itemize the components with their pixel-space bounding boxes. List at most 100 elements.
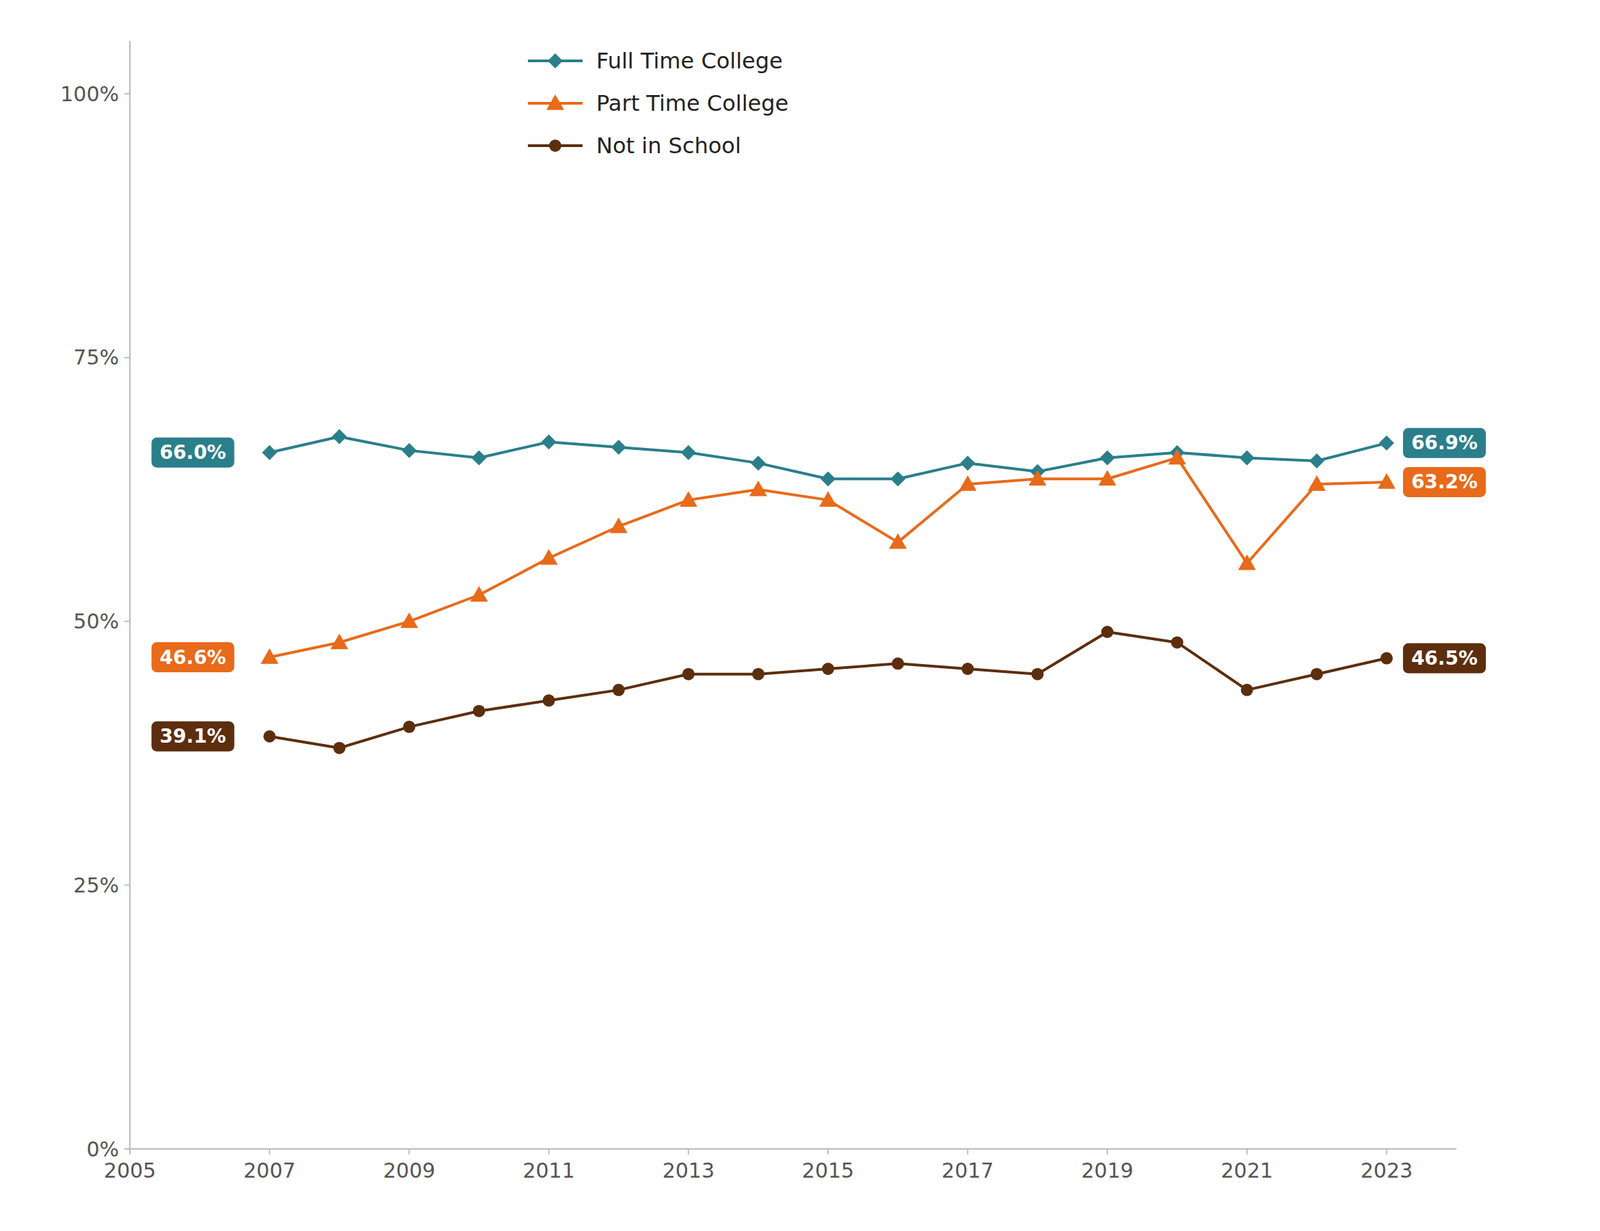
label-text: 66.0% <box>160 441 227 464</box>
label-text: 39.1% <box>160 724 227 748</box>
point-marker <box>820 471 836 487</box>
point-marker <box>1171 635 1184 649</box>
point-marker <box>749 480 768 497</box>
y-tick-label: 0% <box>86 1137 119 1162</box>
point-marker <box>888 533 907 550</box>
point-marker <box>263 730 276 743</box>
point-marker <box>401 443 417 459</box>
legend-item: Not in School <box>527 132 742 159</box>
point-marker <box>1099 449 1115 465</box>
point-marker <box>1239 449 1255 465</box>
x-tick <box>268 1148 271 1155</box>
legend-label: Not in School <box>596 132 742 159</box>
point-marker <box>330 633 349 649</box>
y-tick-label: 100% <box>60 82 119 106</box>
point-marker <box>679 490 698 507</box>
point-marker <box>681 445 697 461</box>
series <box>261 429 1395 487</box>
point-marker <box>961 662 974 675</box>
x-tick <box>1106 1148 1108 1155</box>
legend-label: Part Time College <box>596 90 789 117</box>
y-tick-label: 50% <box>73 609 119 634</box>
x-tick-label: 2009 <box>382 1158 435 1183</box>
point-marker <box>1028 469 1047 486</box>
series <box>263 625 1393 755</box>
y-tick <box>124 884 130 886</box>
label-box <box>151 642 235 673</box>
point-marker <box>332 741 346 755</box>
x-axis-line <box>129 1148 1457 1150</box>
label-text: 46.5% <box>1411 646 1478 670</box>
value-label: 46.6% <box>151 642 235 673</box>
series-line <box>269 631 1387 749</box>
point-marker <box>1380 652 1393 665</box>
point-marker <box>542 694 556 707</box>
legend-item: Part Time College <box>527 90 789 117</box>
point-marker <box>682 668 695 681</box>
x-tick <box>966 1148 969 1155</box>
point-marker <box>750 455 766 471</box>
label-box <box>1403 428 1486 459</box>
point-marker <box>540 549 558 565</box>
point-marker <box>1379 435 1395 451</box>
point-marker <box>890 471 906 487</box>
point-marker <box>260 648 279 664</box>
point-marker <box>891 657 904 670</box>
point-marker <box>1098 469 1116 486</box>
y-tick <box>124 620 130 623</box>
value-labels: 66.0% 66.9% 46.6% 63.2% 39.1% 46.5% <box>151 428 1487 752</box>
chart: 0% 25% 50% 75% 100% 2005 2007 2009 2011 2013 2015 2… <box>0 0 1600 1231</box>
point-marker <box>1377 473 1396 489</box>
point-marker <box>400 612 418 629</box>
point-marker <box>609 517 628 534</box>
label-box <box>151 437 235 468</box>
legend: Full Time College Part Time College Not in… <box>527 47 789 159</box>
y-tick-label: 75% <box>73 345 119 370</box>
x-tick <box>1246 1148 1248 1155</box>
point-marker <box>752 668 765 681</box>
point-marker <box>1168 448 1187 465</box>
value-label: 39.1% <box>151 721 235 752</box>
value-label: 66.9% <box>1403 428 1486 459</box>
x-tick-label: 2013 <box>662 1158 715 1183</box>
series <box>260 448 1396 664</box>
x-tick-label: 2005 <box>103 1158 156 1183</box>
legend-marker <box>547 53 563 69</box>
point-marker <box>1100 625 1114 638</box>
point-marker <box>1241 683 1254 697</box>
point-marker <box>1310 668 1324 681</box>
point-marker <box>471 449 487 465</box>
point-marker <box>402 720 416 733</box>
label-box <box>151 721 235 752</box>
value-label: 46.5% <box>1403 643 1486 674</box>
y-tick <box>124 356 130 359</box>
x-tick <box>129 1148 131 1155</box>
legend-item: Full Time College <box>527 47 783 74</box>
x-tick <box>548 1148 550 1155</box>
x-tick-label: 2017 <box>941 1158 994 1183</box>
x-tick-label: 2015 <box>802 1158 855 1183</box>
label-text: 66.9% <box>1411 431 1478 455</box>
axes: 0% 25% 50% 75% 100% 2005 2007 2009 2011 2013 2015 2… <box>60 41 1457 1183</box>
label-text: 63.2% <box>1411 470 1478 493</box>
x-tick <box>687 1148 690 1155</box>
label-box <box>1403 643 1486 674</box>
y-tick <box>124 1148 130 1150</box>
point-marker <box>1238 554 1257 571</box>
series-line <box>269 457 1387 658</box>
x-tick-label: 2021 <box>1221 1158 1274 1183</box>
x-tick-label: 2019 <box>1081 1158 1133 1183</box>
label-text: 46.6% <box>160 646 227 669</box>
point-marker <box>960 455 976 471</box>
y-tick-label: 25% <box>73 873 119 898</box>
label-box <box>1403 467 1486 498</box>
x-tick-label: 2011 <box>522 1158 575 1183</box>
point-marker <box>1031 668 1044 681</box>
point-marker <box>819 490 837 507</box>
x-tick-label: 2007 <box>243 1158 296 1183</box>
x-tick <box>1385 1148 1388 1155</box>
value-label: 63.2% <box>1403 467 1486 498</box>
point-marker <box>541 434 557 450</box>
x-tick-label: 2023 <box>1360 1158 1413 1183</box>
point-marker <box>821 662 835 675</box>
